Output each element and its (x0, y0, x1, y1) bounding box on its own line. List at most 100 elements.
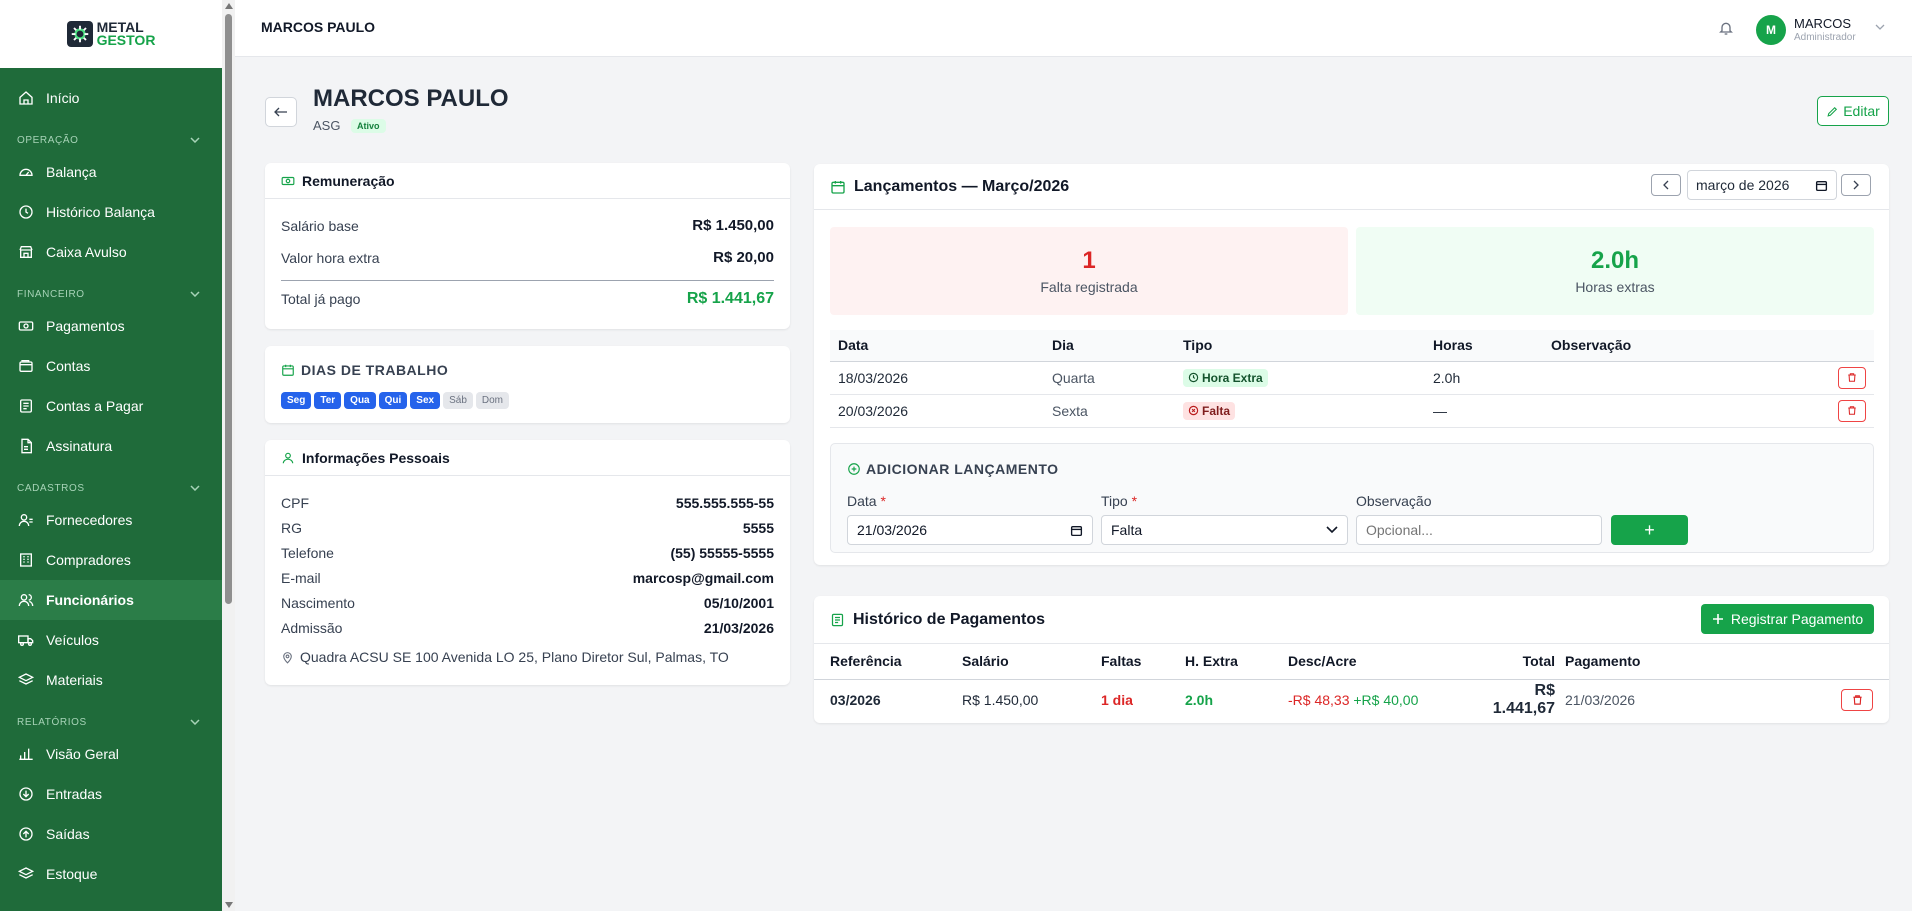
tipo-select[interactable]: Falta (1101, 515, 1348, 545)
delete-button[interactable] (1841, 688, 1873, 711)
cell-pagamento: 21/03/2026 (1565, 691, 1636, 708)
date-input[interactable]: 21/03/2026 (847, 515, 1093, 545)
sidebar-item-saidas[interactable]: Saídas (0, 814, 222, 854)
sidebar-item-label: Materiais (46, 672, 103, 688)
sidebar-item-entradas[interactable]: Entradas (0, 774, 222, 814)
sidebar-item-label: Fornecedores (46, 512, 133, 528)
trash-icon (1848, 406, 1856, 415)
scrollbar-thumb[interactable] (225, 14, 232, 604)
sidebar-nav: Início OPERAÇÃO Balança Histórico Balanç… (0, 68, 222, 911)
data-label-text: Data (847, 493, 877, 509)
row-label: E-mail (281, 570, 321, 586)
sidebar-item-visao-geral[interactable]: Visão Geral (0, 734, 222, 774)
sidebar-item-label: Estoque (46, 866, 98, 882)
lancamentos-card: Lançamentos — Março/2026 março de 2026 1… (814, 164, 1889, 565)
tipo-label-text: Tipo (1101, 493, 1128, 509)
sidebar-item-caixa-avulso[interactable]: Caixa Avulso (0, 232, 222, 272)
sidebar-item-materiais[interactable]: Materiais (0, 660, 222, 700)
desconto-value: -R$ 48,33 (1288, 691, 1350, 708)
badge-label: Falta (1202, 403, 1231, 418)
money-icon (18, 321, 34, 331)
gear-logo-icon (66, 21, 93, 47)
x-circle-icon (1188, 405, 1199, 416)
sidebar-item-pagamentos[interactable]: Pagamentos (0, 306, 222, 346)
delete-button[interactable] (1838, 399, 1866, 422)
trash-icon (1852, 695, 1862, 705)
cell-tipo: Hora Extra (1183, 361, 1433, 394)
sidebar-item-veiculos[interactable]: Veículos (0, 620, 222, 660)
address-text: Quadra ACSU SE 100 Avenida LO 25, Plano … (300, 649, 729, 665)
sidebar-item-label: Entradas (46, 786, 103, 802)
info-row-email: E-mail marcosp@gmail.com (281, 570, 774, 586)
overtime-stat: 2.0h Horas extras (1356, 227, 1874, 315)
register-payment-button[interactable]: Registrar Pagamento (1701, 604, 1874, 634)
row-label: Total já pago (281, 291, 361, 307)
avatar[interactable]: M (1756, 15, 1786, 45)
sidebar-item-contas[interactable]: Contas (0, 346, 222, 386)
building-icon (20, 553, 32, 567)
info-row-rg: RG 5555 (281, 520, 774, 536)
chevron-down-icon (190, 485, 200, 491)
sidebar-item-fornecedores[interactable]: Fornecedores (0, 500, 222, 540)
sidebar-item-funcionarios[interactable]: Funcionários (0, 580, 222, 620)
user-name[interactable]: MARCOS (1794, 16, 1852, 31)
col-total: Total (1522, 653, 1555, 670)
register-payment-label: Registrar Pagamento (1730, 611, 1864, 627)
sidebar-section-operacao[interactable]: OPERAÇÃO (0, 118, 222, 152)
row-value: 05/10/2001 (703, 595, 774, 611)
sidebar-item-inicio[interactable]: Início (0, 78, 222, 118)
form-title-label: ADICIONAR LANÇAMENTO (866, 461, 1059, 477)
sidebar-section-cadastros[interactable]: CADASTROS (0, 466, 222, 500)
row-value: R$ 1.450,00 (692, 217, 774, 234)
edit-button[interactable]: Editar (1817, 96, 1889, 126)
sidebar-item-assinatura[interactable]: Assinatura (0, 426, 222, 466)
date-input-value: 21/03/2026 (857, 522, 928, 538)
sidebar-item-historico-balanca[interactable]: Histórico Balança (0, 192, 222, 232)
back-button[interactable] (265, 97, 297, 127)
next-month-button[interactable] (1841, 174, 1871, 196)
chevron-down-icon[interactable] (1875, 23, 1885, 31)
row-value: 21/03/2026 (703, 620, 774, 636)
trash-icon (1848, 373, 1856, 382)
scroll-down-arrow-icon[interactable] (225, 902, 233, 908)
observacao-input[interactable] (1356, 515, 1602, 545)
prev-month-button[interactable] (1651, 174, 1681, 196)
logo[interactable]: METAL GESTOR (0, 0, 222, 68)
col-observacao: Observação (1551, 337, 1632, 354)
arrow-up-circle-icon (19, 827, 33, 841)
employee-role: ASG (313, 118, 341, 133)
sidebar-item-contas-a-pagar[interactable]: Contas a Pagar (0, 386, 222, 426)
sidebar-scrollbar[interactable] (222, 0, 235, 911)
month-input[interactable]: março de 2026 (1687, 170, 1837, 200)
scroll-up-arrow-icon[interactable] (225, 3, 233, 9)
plus-icon (1712, 614, 1723, 624)
chevron-left-icon (1663, 180, 1669, 190)
sidebar-section-financeiro[interactable]: FINANCEIRO (0, 272, 222, 306)
lancamentos-table: Data Dia Tipo Horas Observação 18/03/202… (830, 330, 1874, 428)
sidebar-item-label: Veículos (46, 632, 99, 648)
document-icon (21, 438, 32, 454)
sidebar-section-relatorios[interactable]: RELATÓRIOS (0, 700, 222, 734)
add-lancamento-button[interactable]: + (1611, 515, 1688, 545)
chevron-down-icon (1326, 526, 1338, 534)
wallet-icon (19, 360, 33, 372)
add-lancamento-form: ADICIONAR LANÇAMENTO Data * Tipo * Obser… (830, 443, 1874, 553)
user-icon (282, 452, 294, 463)
col-data: Data (838, 337, 869, 354)
clock-icon (1188, 372, 1199, 383)
row-label: Admissão (281, 620, 343, 636)
col-dia: Dia (1052, 337, 1074, 354)
sidebar-item-balanca[interactable]: Balança (0, 152, 222, 192)
row-value: marcosp@gmail.com (632, 570, 774, 586)
calendar-icon (282, 364, 294, 376)
row-label: Valor hora extra (281, 249, 380, 266)
sidebar-item-estoque[interactable]: Estoque (0, 854, 222, 894)
col-referencia: Referência (830, 653, 902, 670)
sidebar-item-label: Compradores (46, 552, 131, 568)
sidebar-item-compradores[interactable]: Compradores (0, 540, 222, 580)
table-row: 18/03/2026 Quarta Hora Extra 2.0h (830, 361, 1874, 394)
delete-button[interactable] (1838, 366, 1866, 389)
bell-icon[interactable] (1718, 19, 1734, 37)
col-salario: Salário (962, 653, 1009, 670)
sidebar-item-label: Histórico Balança (46, 204, 155, 220)
